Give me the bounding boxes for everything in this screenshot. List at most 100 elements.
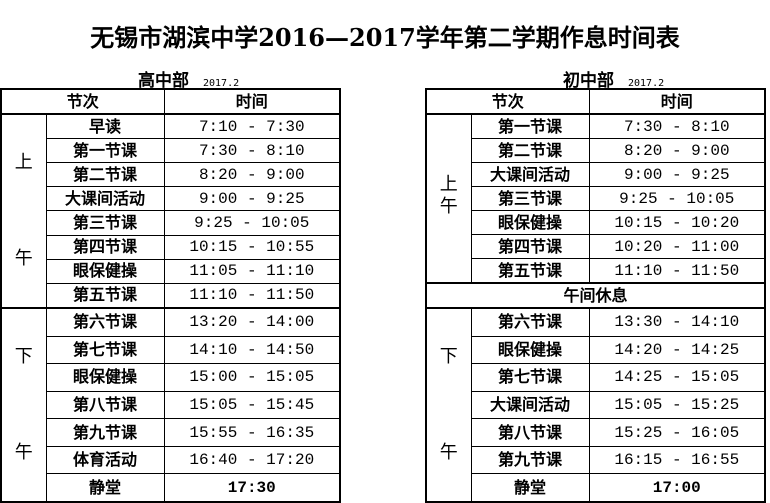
period-name: 大课间活动 <box>470 162 590 187</box>
table-row: 第二节课 8:20 - 9:00 <box>1 162 341 188</box>
table-row: 上午 早读 7:10 - 7:30 <box>0 113 341 309</box>
period-time: 16:40 - 17:20 <box>163 445 341 475</box>
table-row: 眼保健操 14:20 - 14:25 <box>426 335 766 365</box>
period-name: 眼保健操 <box>45 258 165 284</box>
table-row: 第三节课 9:25 - 10:05 <box>426 186 766 211</box>
table-row: 眼保健操 15:00 - 15:05 <box>1 363 341 392</box>
period-name: 第二节课 <box>45 162 165 188</box>
period-name: 第三节课 <box>470 186 590 211</box>
period-time: 13:30 - 14:10 <box>588 306 766 337</box>
period-time: 7:30 - 8:10 <box>588 113 766 139</box>
period-time: 9:25 - 10:05 <box>163 210 341 236</box>
period-time: 17:30 <box>163 473 341 503</box>
afternoon-label: 下午 <box>425 307 472 503</box>
period-time: 11:10 - 11:50 <box>163 282 341 309</box>
table-row: 静堂 17:00 <box>426 473 766 503</box>
period-name: 第五节课 <box>470 258 590 284</box>
period-name: 第七节课 <box>45 335 165 365</box>
junior-date: 2017.2 <box>628 78 665 89</box>
period-name: 大课间活动 <box>470 390 590 420</box>
table-row: 第二节课 8:20 - 9:00 <box>426 138 766 163</box>
period-time: 17:00 <box>588 473 766 503</box>
table-row: 第七节课 14:25 - 15:05 <box>426 363 766 392</box>
table-row: 第五节课 11:10 - 11:50 <box>1 282 341 309</box>
morning-label: 上午 <box>0 113 47 309</box>
period-name: 第五节课 <box>45 282 165 309</box>
table-row: 第八节课 15:05 - 15:45 <box>1 390 341 420</box>
morning-label-text: 上午 <box>14 152 33 269</box>
period-time: 10:20 - 11:00 <box>588 234 766 259</box>
period-time: 7:30 - 8:10 <box>163 138 341 164</box>
period-name: 第四节课 <box>45 234 165 260</box>
header-period: 节次 <box>425 88 590 115</box>
period-name: 早读 <box>45 113 165 140</box>
lunch-break-row: 午间休息 <box>425 282 766 309</box>
senior-heading-text: 高中部 <box>138 71 189 91</box>
period-name: 静堂 <box>45 473 165 503</box>
table-row: 眼保健操 11:05 - 11:10 <box>1 258 341 284</box>
table-row: 第四节课 10:20 - 11:00 <box>426 234 766 259</box>
table-row: 大课间活动 15:05 - 15:25 <box>426 390 766 420</box>
period-name: 第三节课 <box>45 210 165 236</box>
table-row: 大课间活动 9:00 - 9:25 <box>1 186 341 212</box>
table-row: 下午 第六节课 13:30 - 14:10 <box>425 306 766 503</box>
table-row: 上午 第一节课 7:30 - 8:10 <box>425 113 766 284</box>
period-name: 眼保健操 <box>470 335 590 365</box>
period-time: 8:20 - 9:00 <box>588 138 766 163</box>
period-time: 15:05 - 15:45 <box>163 390 341 420</box>
period-time: 15:25 - 16:05 <box>588 418 766 447</box>
period-name: 第七节课 <box>470 363 590 392</box>
table-row: 第五节课 11:10 - 11:50 <box>426 258 766 284</box>
period-name: 体育活动 <box>45 445 165 475</box>
period-name: 第六节课 <box>45 306 165 337</box>
table-row: 体育活动 16:40 - 17:20 <box>1 445 341 475</box>
period-name: 眼保健操 <box>45 363 165 392</box>
period-name: 大课间活动 <box>45 186 165 212</box>
period-time: 9:00 - 9:25 <box>163 186 341 212</box>
period-name: 第一节课 <box>45 138 165 164</box>
period-time: 10:15 - 10:20 <box>588 210 766 235</box>
period-time: 15:55 - 16:35 <box>163 418 341 447</box>
period-time: 16:15 - 16:55 <box>588 445 766 475</box>
table-row: 眼保健操 10:15 - 10:20 <box>426 210 766 235</box>
period-time: 14:25 - 15:05 <box>588 363 766 392</box>
period-name: 第四节课 <box>470 234 590 259</box>
period-time: 8:20 - 9:00 <box>163 162 341 188</box>
period-time: 11:05 - 11:10 <box>163 258 341 284</box>
table-row: 静堂 17:30 <box>1 473 341 503</box>
period-name: 静堂 <box>470 473 590 503</box>
period-time: 11:10 - 11:50 <box>588 258 766 284</box>
period-time: 7:10 - 7:30 <box>163 113 341 140</box>
period-time: 13:20 - 14:00 <box>163 306 341 337</box>
afternoon-label-text: 下午 <box>14 346 33 463</box>
afternoon-label: 下午 <box>0 307 47 503</box>
header-period: 节次 <box>0 88 165 115</box>
period-time: 9:00 - 9:25 <box>588 162 766 187</box>
table-row: 第七节课 14:10 - 14:50 <box>1 335 341 365</box>
morning-label: 上午 <box>425 113 472 284</box>
period-time: 9:25 - 10:05 <box>588 186 766 211</box>
table-row: 第九节课 16:15 - 16:55 <box>426 445 766 475</box>
page-title: 无锡市湖滨中学2016—2017学年第二学期作息时间表 <box>90 23 680 52</box>
period-name: 第六节课 <box>470 306 590 337</box>
senior-date: 2017.2 <box>203 78 240 89</box>
junior-heading: 初中部 2017.2 <box>563 66 664 91</box>
period-time: 15:00 - 15:05 <box>163 363 341 392</box>
period-time: 14:20 - 14:25 <box>588 335 766 365</box>
table-row: 第九节课 15:55 - 16:35 <box>1 418 341 447</box>
period-name: 第一节课 <box>470 113 590 139</box>
senior-heading: 高中部 2017.2 <box>138 66 239 91</box>
table-row: 第八节课 15:25 - 16:05 <box>426 418 766 447</box>
morning-label-text: 上午 <box>439 174 458 217</box>
junior-heading-text: 初中部 <box>563 71 614 91</box>
period-time: 10:15 - 10:55 <box>163 234 341 260</box>
junior-schedule-table: 节次 时间 上午 第一节课 7:30 - 8:10 第二节课 8:20 - 9:00 大课间活… <box>425 88 767 503</box>
period-name: 第二节课 <box>470 138 590 163</box>
table-row: 大课间活动 9:00 - 9:25 <box>426 162 766 187</box>
period-name: 第九节课 <box>45 418 165 447</box>
table-row: 第三节课 9:25 - 10:05 <box>1 210 341 236</box>
header-time: 时间 <box>588 88 766 115</box>
period-name: 第八节课 <box>470 418 590 447</box>
table-row: 下午 第六节课 13:20 - 14:00 <box>0 306 341 503</box>
period-name: 眼保健操 <box>470 210 590 235</box>
